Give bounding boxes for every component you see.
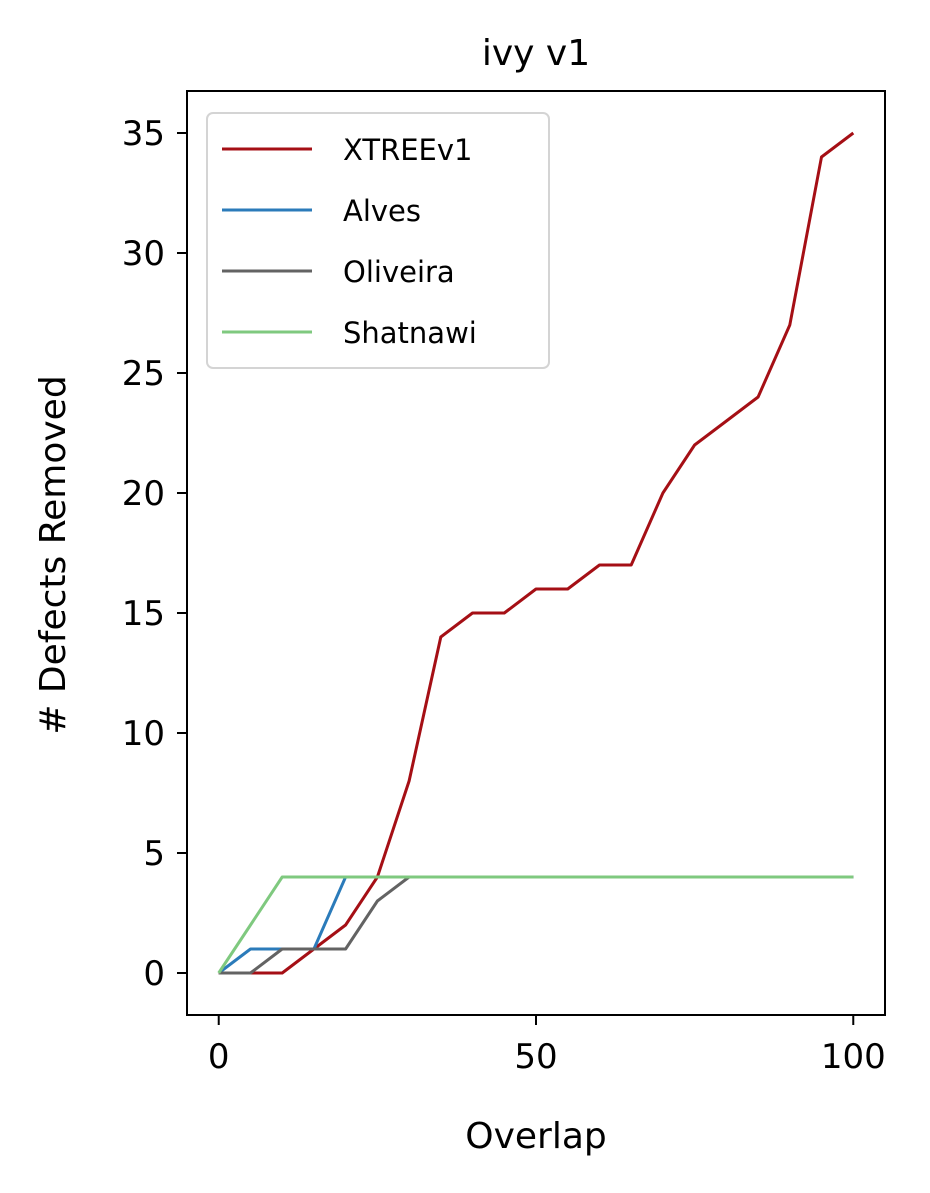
y-tick-label: 10	[122, 714, 165, 754]
series-line-alves	[217, 875, 854, 975]
series-line-shatnawi	[217, 875, 854, 974]
series-line-oliveira	[218, 875, 854, 975]
legend-entry-label: XTREEv1	[343, 133, 472, 167]
legend-entry-label: Shatnawi	[343, 316, 477, 350]
legend-entry-label: Alves	[343, 194, 421, 228]
legend-entry-label: Oliveira	[343, 255, 455, 289]
axes: 0 50 100 0 5 10 15 20 25 30 35	[122, 90, 886, 1077]
x-tick-label: 100	[821, 1037, 886, 1077]
legend-box	[206, 112, 550, 369]
plot-area	[217, 131, 855, 975]
chart-title: ivy v1	[482, 33, 590, 74]
y-tick-label: 35	[122, 114, 165, 154]
legend: XTREEv1 Alves Oliveira Shatnawi	[206, 112, 550, 369]
x-tick-label: 0	[208, 1037, 230, 1077]
y-tick-label: 25	[122, 354, 165, 394]
x-axis-label: Overlap	[465, 1116, 607, 1157]
y-axis-label: # Defects Removed	[33, 375, 74, 734]
series-line-xtreev1	[218, 131, 855, 975]
y-tick-label: 30	[122, 234, 165, 274]
y-tick-label: 15	[122, 594, 165, 634]
y-tick-label: 5	[143, 834, 165, 874]
y-tick-label: 20	[122, 474, 165, 514]
x-tick-label: 50	[514, 1037, 557, 1077]
y-tick-label: 0	[143, 954, 165, 994]
